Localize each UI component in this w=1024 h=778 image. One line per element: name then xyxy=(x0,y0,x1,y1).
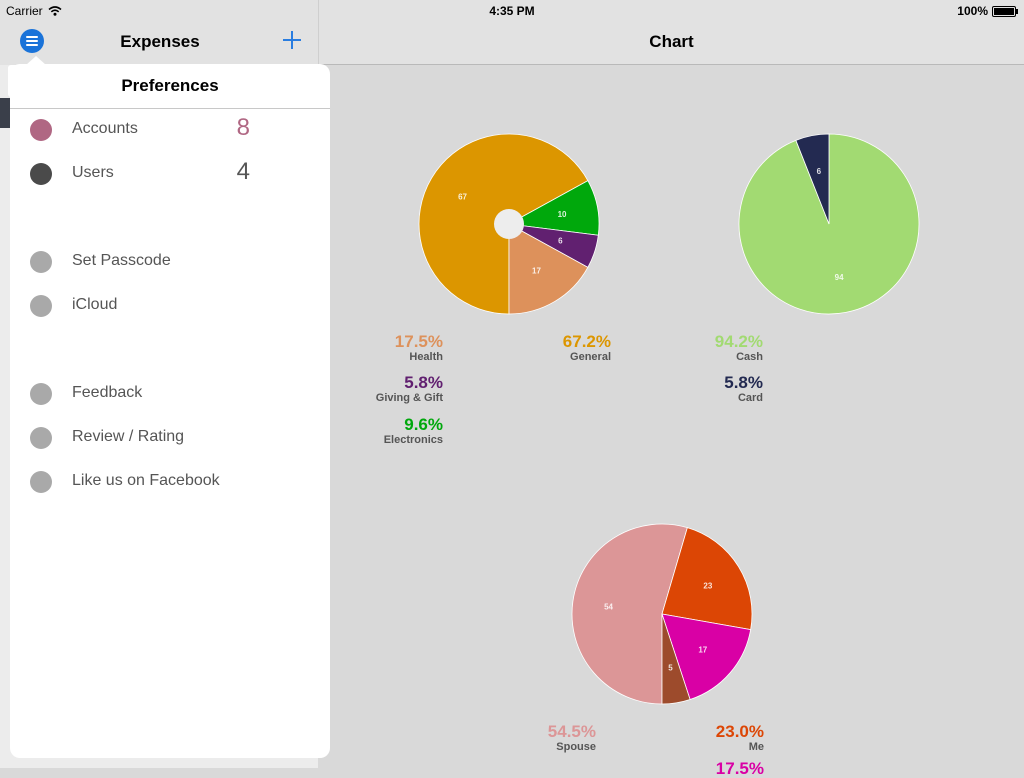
pie-slice xyxy=(661,527,753,631)
pref-item-users[interactable]: Users 4 xyxy=(10,152,330,196)
pref-item-label: Accounts xyxy=(72,120,138,137)
slice-value-label: 6 xyxy=(558,237,563,246)
legend-item: 5.8% Card xyxy=(663,373,763,405)
legend-percent: 5.8% xyxy=(404,373,443,392)
legend-name: Me xyxy=(748,741,764,753)
legend-percent: 17.5% xyxy=(715,759,764,778)
user-pie-chart: 54 23 17 5 xyxy=(571,523,753,705)
legend-name: Giving & Gift xyxy=(375,392,443,404)
wifi-icon xyxy=(48,6,62,16)
pie-slice xyxy=(571,523,688,705)
menu-icon-line xyxy=(26,40,38,42)
legend-percent: 17.5% xyxy=(394,332,443,351)
status-bar: Carrier 4:35 PM 100% xyxy=(0,0,1024,20)
pie-slice xyxy=(661,613,752,701)
legend-item: 9.6% Electronics xyxy=(343,415,443,447)
pref-item-facebook[interactable]: Like us on Facebook xyxy=(10,460,330,504)
pref-item-label: Review / Rating xyxy=(72,428,185,445)
battery-percent: 100% xyxy=(957,4,988,18)
feedback-icon xyxy=(30,383,52,405)
users-count: 4 xyxy=(236,158,250,185)
accounts-count: 8 xyxy=(236,114,250,141)
pie-slice xyxy=(795,133,830,225)
legend-name: Electronics xyxy=(383,434,443,446)
slice-value-label: 54 xyxy=(604,602,613,611)
slice-value-label: 67 xyxy=(458,193,467,202)
payment-pie-chart: 94 6 xyxy=(738,133,920,315)
pref-item-label: Like us on Facebook xyxy=(72,472,220,489)
pref-item-review-rating[interactable]: Review / Rating xyxy=(10,416,330,460)
slice-value-label: 6 xyxy=(817,167,822,176)
legend-name: Cash xyxy=(736,351,763,363)
master-title: Expenses xyxy=(120,32,200,51)
pref-item-label: iCloud xyxy=(72,296,118,313)
icloud-icon xyxy=(30,295,52,317)
slice-value-label: 17 xyxy=(532,266,541,275)
legend-item: 94.2% Cash xyxy=(663,332,763,364)
accounts-icon xyxy=(30,119,52,141)
legend-item: 5.8% Giving & Gift xyxy=(343,373,443,405)
detail-nav-bar xyxy=(319,0,1024,65)
pie-slice xyxy=(508,223,589,315)
pref-item-label: Set Passcode xyxy=(72,252,171,269)
slice-value-label: 23 xyxy=(703,582,712,591)
menu-icon-line xyxy=(26,36,38,38)
legend-item: 67.2% General xyxy=(511,332,611,364)
preferences-popover: Preferences Accounts 8 Users 4 Set Passc… xyxy=(10,64,330,758)
category-pie-chart: 67 10 6 17 xyxy=(418,133,600,315)
battery-icon xyxy=(992,5,1018,17)
add-button[interactable] xyxy=(280,28,304,52)
pie-slice xyxy=(661,613,691,705)
slice-value-label: 17 xyxy=(698,645,707,654)
carrier-label: Carrier xyxy=(6,4,43,18)
legend-item: 17.5% Health xyxy=(343,332,443,364)
legend-item: 54.5% Spouse xyxy=(496,722,596,754)
rating-icon xyxy=(30,427,52,449)
legend-percent: 67.2% xyxy=(562,332,611,351)
legend-percent: 5.8% xyxy=(724,373,763,392)
status-right: 100% xyxy=(957,4,1018,18)
pref-item-label: Feedback xyxy=(72,384,143,401)
legend-item: 17.5% xyxy=(664,760,764,778)
pref-item-feedback[interactable]: Feedback xyxy=(10,372,330,416)
slice-value-label: 94 xyxy=(835,273,844,282)
legend-item: 23.0% Me xyxy=(664,722,764,754)
popover-arrow xyxy=(26,56,46,65)
legend-percent: 94.2% xyxy=(714,332,763,351)
pie-center-hole xyxy=(494,209,524,239)
popover-title: Preferences xyxy=(10,64,330,109)
legend-name: Card xyxy=(737,392,763,404)
pref-item-set-passcode[interactable]: Set Passcode xyxy=(10,240,330,284)
legend-percent: 9.6% xyxy=(404,415,443,434)
slice-value-label: 10 xyxy=(558,210,567,219)
legend-percent: 54.5% xyxy=(547,722,596,741)
menu-icon-line xyxy=(26,44,38,46)
legend-name: Health xyxy=(409,351,443,363)
slice-value-label: 5 xyxy=(668,663,673,672)
passcode-icon xyxy=(30,251,52,273)
facebook-icon xyxy=(30,471,52,493)
pref-item-icloud[interactable]: iCloud xyxy=(10,284,330,328)
legend-name: Spouse xyxy=(556,741,596,753)
detail-title: Chart xyxy=(649,32,694,51)
legend-percent: 23.0% xyxy=(715,722,764,741)
legend-name: General xyxy=(570,351,611,363)
pref-item-accounts[interactable]: Accounts 8 xyxy=(10,108,330,152)
status-left: Carrier xyxy=(6,4,62,18)
menu-button[interactable] xyxy=(20,29,44,53)
pref-item-label: Users xyxy=(72,164,114,181)
list-selection-edge xyxy=(0,98,12,128)
status-time: 4:35 PM xyxy=(489,4,535,18)
users-icon xyxy=(30,163,52,185)
